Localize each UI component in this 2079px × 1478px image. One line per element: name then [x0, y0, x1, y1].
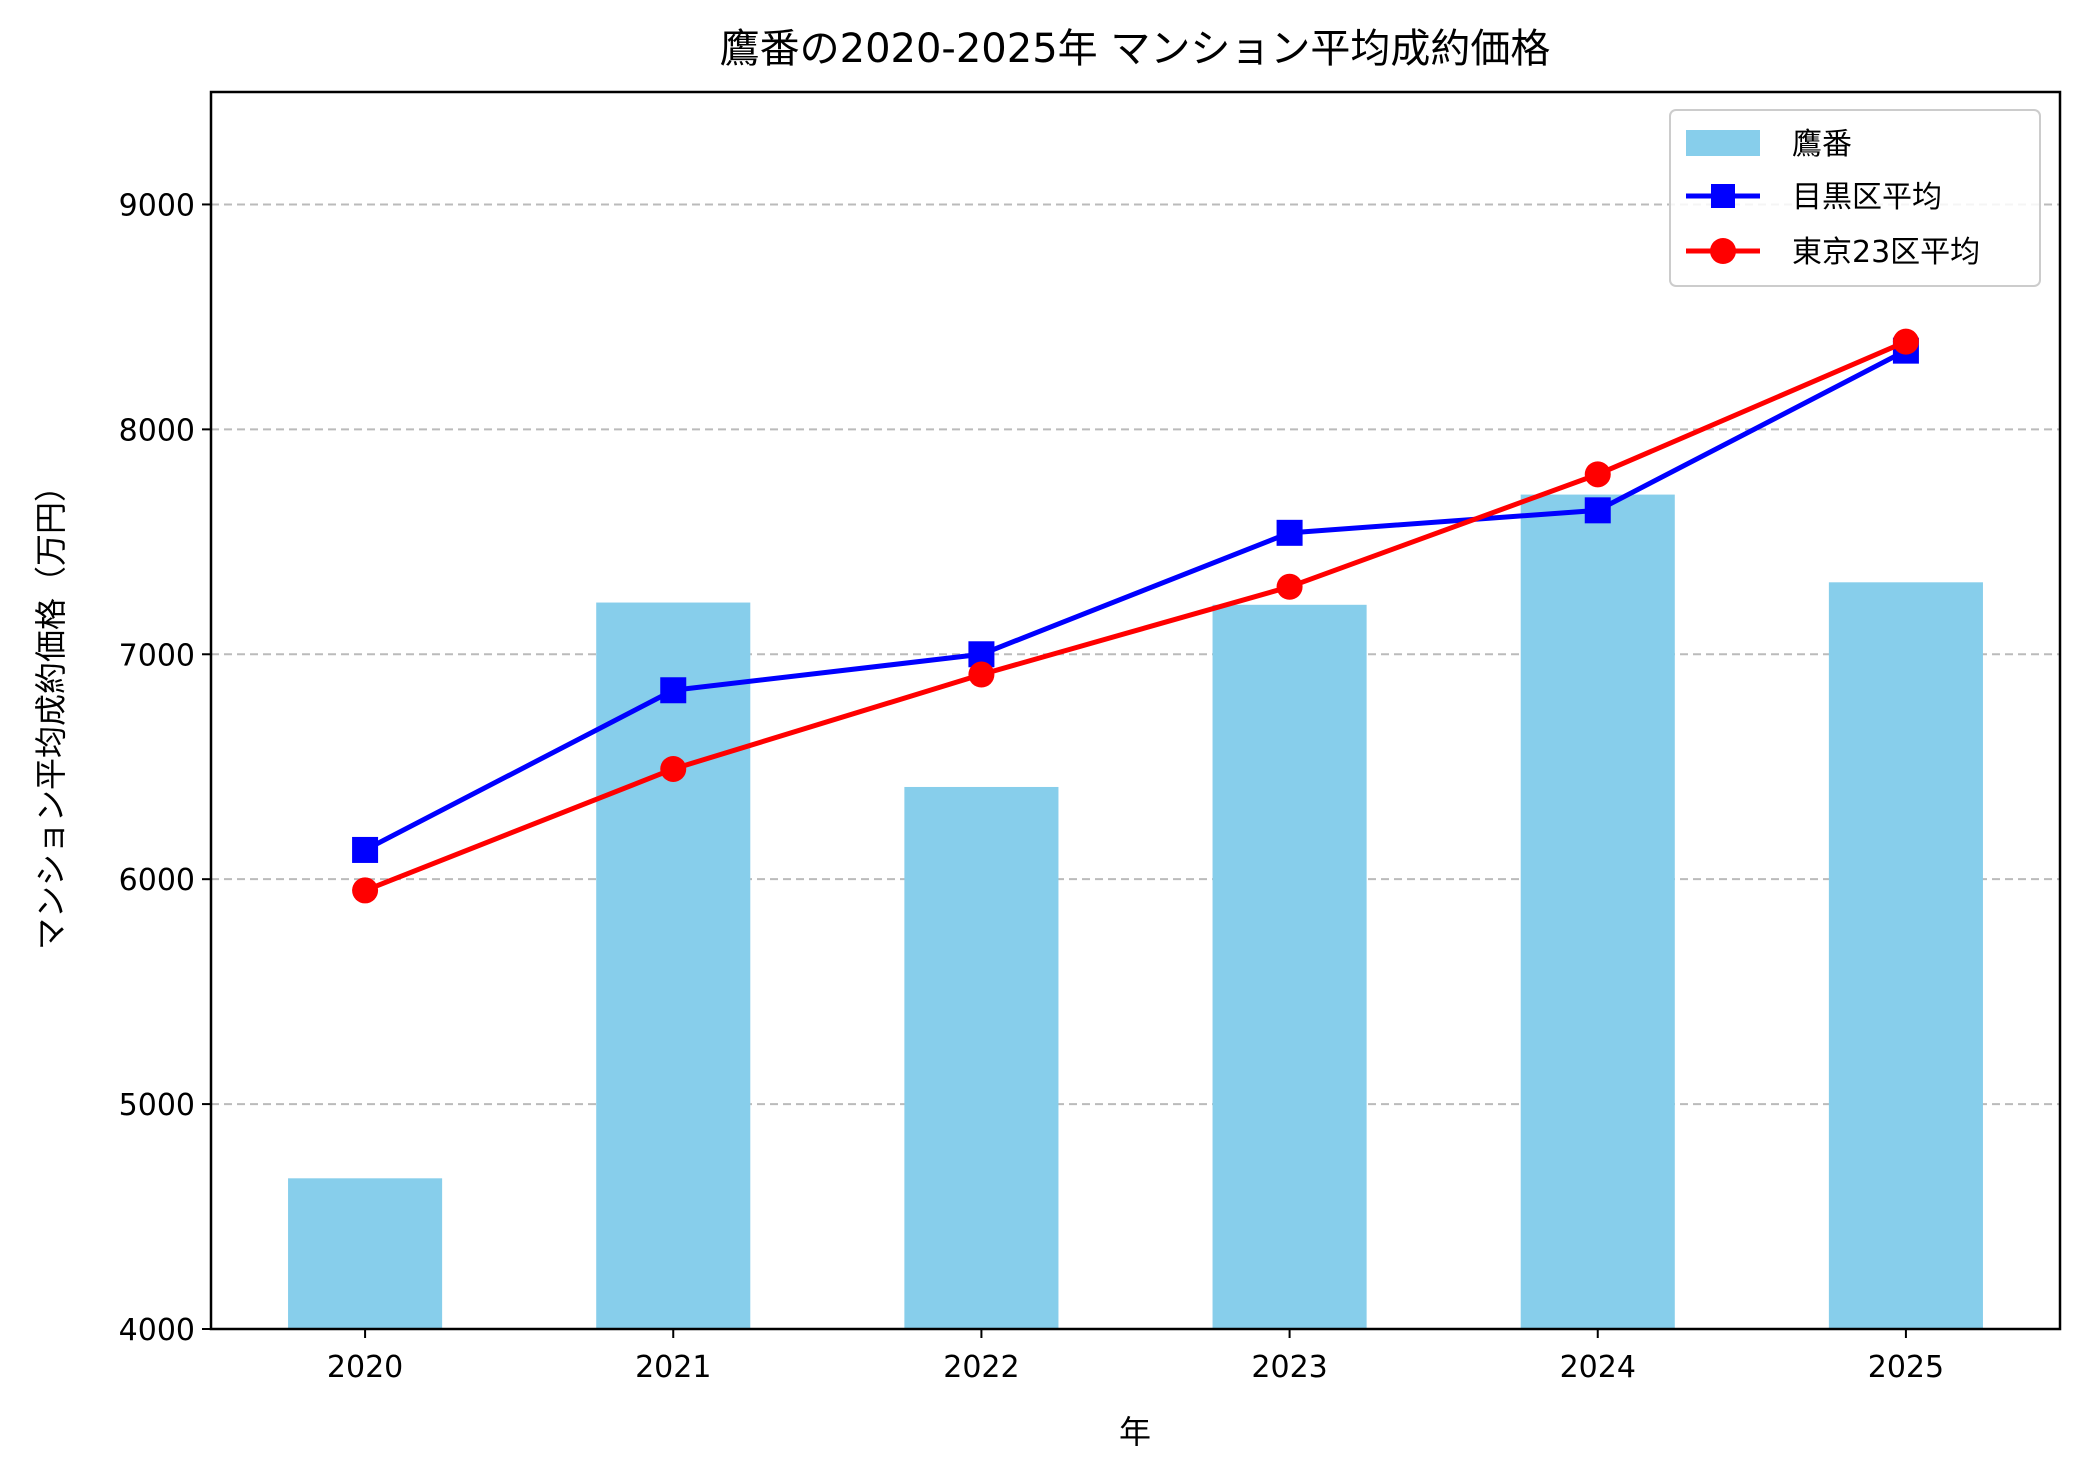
- bar-2020: [288, 1178, 443, 1329]
- bar-2024: [1520, 494, 1675, 1329]
- y-tick-label: 5000: [119, 1088, 195, 1123]
- x-tick-label: 2023: [1251, 1350, 1327, 1385]
- legend-frame: [1669, 109, 2041, 287]
- x-axis-label: 年: [1119, 1413, 1151, 1451]
- legend: 鷹番 目黒区平均 東京23区平均: [1669, 109, 2041, 287]
- x-tick-label: 2022: [943, 1350, 1019, 1385]
- marker-square-2021: [660, 677, 687, 704]
- line-series-2: [364, 339, 1907, 893]
- legend-marker-square: [1711, 184, 1735, 208]
- x-tick-label: 2021: [635, 1350, 711, 1385]
- x-tick-label: 2025: [1868, 1350, 1944, 1385]
- legend-label-2: 東京23区平均: [1792, 235, 1980, 270]
- marker-square-2020: [352, 836, 379, 863]
- y-tick-label: 7000: [119, 638, 195, 673]
- y-tick-label: 6000: [119, 863, 195, 898]
- x-tick-label: 2020: [327, 1350, 403, 1385]
- y-tick-label: 4000: [119, 1313, 195, 1348]
- marker-circle-2024: [1584, 461, 1611, 488]
- bar-2025: [1828, 582, 1983, 1329]
- marker-circle-2025: [1892, 328, 1919, 355]
- marker-square-2024: [1584, 497, 1611, 524]
- x-tick-label: 2024: [1560, 1350, 1636, 1385]
- line-series-1: [363, 348, 1908, 853]
- plot-frame: [209, 90, 2062, 1331]
- y-tick-label: 8000: [119, 413, 195, 448]
- y-tick-label: 9000: [119, 188, 195, 223]
- legend-marker-circle: [1710, 238, 1736, 264]
- bar-2022: [904, 786, 1059, 1329]
- bar-2023: [1212, 604, 1367, 1329]
- marker-circle-2022: [968, 661, 995, 688]
- marker-circle-2021: [660, 755, 687, 782]
- legend-label-0: 鷹番: [1792, 127, 1852, 162]
- legend-label-1: 目黒区平均: [1792, 180, 1942, 215]
- legend-swatch-bar: [1686, 130, 1760, 156]
- marker-circle-2023: [1276, 573, 1303, 600]
- marker-circle-2020: [352, 877, 379, 904]
- chart-title: 鷹番の2020-2025年 マンション平均成約価格: [720, 26, 1551, 72]
- bar-2021: [596, 602, 751, 1329]
- y-axis-label: マンション平均成約価格（万円）: [32, 470, 70, 950]
- marker-square-2023: [1276, 519, 1303, 546]
